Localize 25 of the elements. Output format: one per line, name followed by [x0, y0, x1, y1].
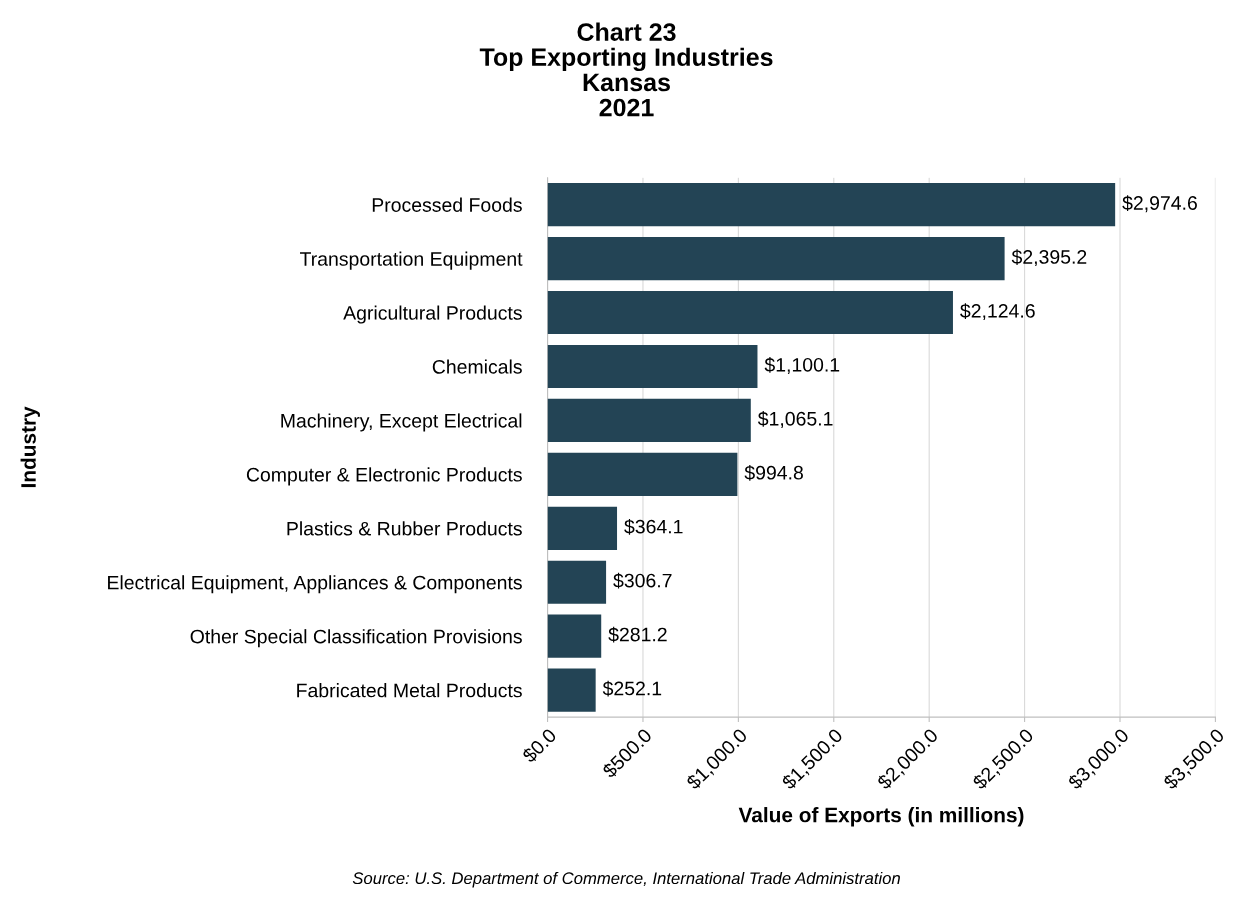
- data-label: $1,065.1: [757, 411, 833, 428]
- y-tick-label: Plastics & Rubber Products: [287, 521, 522, 536]
- y-tick-label: Transportation Equipment: [300, 251, 523, 270]
- data-label: $281.2: [608, 626, 667, 643]
- y-tick-label: Agricultural Products: [343, 305, 522, 324]
- y-axis-title: Industry: [20, 406, 40, 488]
- y-tick-label: Fabricated Metal Products: [297, 683, 522, 698]
- data-label: $2,974.6: [1122, 195, 1197, 213]
- data-label: $994.8: [744, 465, 803, 481]
- data-label: $252.1: [602, 680, 662, 697]
- source-note: Source: U.S. Department of Commerce, International Trade Administration: [352, 871, 900, 888]
- y-tick-label: Electrical Equipment, Appliances & Components: [108, 575, 522, 594]
- y-tick-label: Computer & Electronic Products: [246, 467, 522, 486]
- data-label: $2,124.6: [960, 303, 1035, 321]
- data-label: $364.1: [624, 518, 683, 535]
- y-tick-label: Processed Foods: [372, 197, 522, 212]
- x-tick-label: $0.0: [520, 727, 558, 765]
- y-tick-label: Chemicals: [432, 359, 522, 374]
- y-tick-label: Machinery, Except Electrical: [281, 413, 522, 432]
- y-tick-label: Other Special Classification Provisions: [190, 629, 522, 648]
- data-label: $2,395.2: [1011, 249, 1087, 267]
- x-axis-title: Value of Exports (in millions): [738, 807, 1024, 827]
- data-label: $306.7: [613, 572, 672, 589]
- chart-title: Chart 23 Top Exporting Industries Kansas 2021: [479, 22, 773, 117]
- data-label: $1,100.1: [764, 357, 840, 374]
